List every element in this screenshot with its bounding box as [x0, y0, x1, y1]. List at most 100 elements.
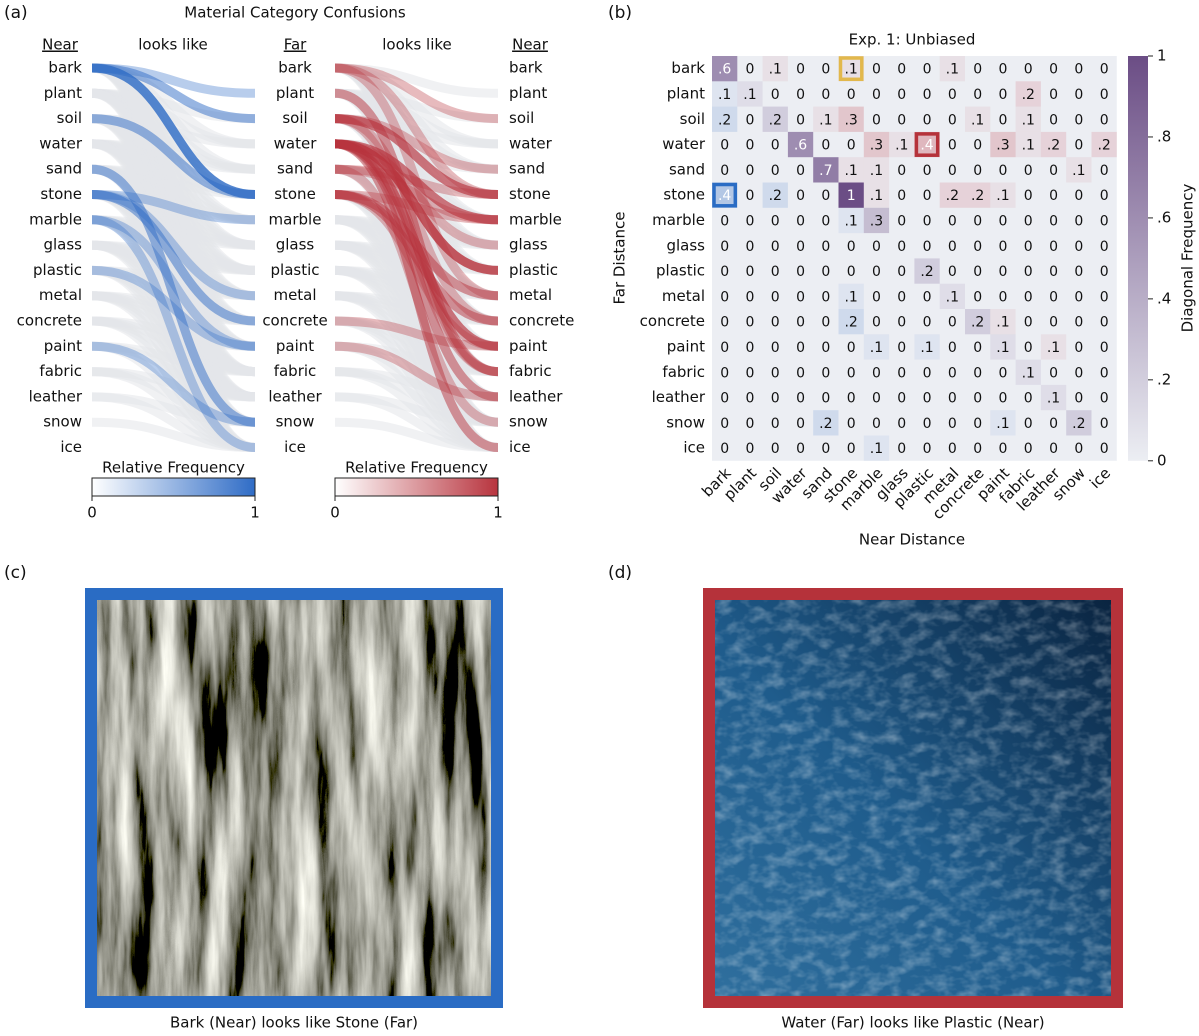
- far-label: ice: [284, 438, 306, 456]
- cell-label: 0: [1074, 188, 1083, 204]
- cell-label: 0: [1049, 289, 1058, 305]
- cell-label: 0: [847, 391, 856, 407]
- cell-label: 0: [796, 112, 805, 128]
- cell-label: 0: [771, 416, 780, 432]
- cell-label: .3: [844, 112, 857, 128]
- cell-label: .2: [769, 112, 782, 128]
- panel-label: (d): [608, 563, 632, 583]
- cell-label: 0: [720, 213, 729, 229]
- cell-label: .1: [870, 340, 883, 356]
- cell-label: .1: [870, 188, 883, 204]
- y-tick-label: plastic: [656, 262, 705, 280]
- cell-label: 0: [973, 365, 982, 381]
- cell-label: 0: [1074, 213, 1083, 229]
- cell-label: 0: [897, 239, 906, 255]
- cell-label: .3: [870, 138, 883, 154]
- tick-label: 1: [1157, 47, 1167, 65]
- tick-label: 1: [250, 504, 260, 522]
- cell-label: 0: [796, 62, 805, 78]
- cell-label: 0: [948, 315, 957, 331]
- cell-label: 0: [1024, 213, 1033, 229]
- cell-label: 1: [847, 188, 856, 204]
- cell-label: .1: [870, 163, 883, 179]
- cell-label: 0: [897, 112, 906, 128]
- near-label: bark: [48, 59, 82, 77]
- cell-label: 0: [923, 416, 932, 432]
- cell-label: 0: [897, 62, 906, 78]
- cell-label: .1: [844, 62, 857, 78]
- cell-label: 0: [923, 239, 932, 255]
- cell-label: 0: [847, 239, 856, 255]
- cell-label: .1: [743, 87, 756, 103]
- cell-label: 0: [771, 340, 780, 356]
- cell-label: 0: [1100, 289, 1109, 305]
- cell-label: 0: [1074, 138, 1083, 154]
- cell-label: 0: [948, 138, 957, 154]
- cell-label: .6: [794, 138, 807, 154]
- panel-label: (a): [4, 3, 28, 23]
- cell-label: 0: [998, 87, 1007, 103]
- cell-label: 0: [796, 365, 805, 381]
- cell-label: 0: [1100, 163, 1109, 179]
- cell-label: 0: [771, 441, 780, 457]
- cell-label: 0: [973, 441, 982, 457]
- cell-label: 0: [1074, 441, 1083, 457]
- cell-label: 0: [745, 112, 754, 128]
- cell-label: 0: [720, 365, 729, 381]
- near-label: snow: [43, 413, 82, 431]
- y-tick-label: ice: [683, 439, 705, 457]
- cell-label: 0: [998, 213, 1007, 229]
- cell-label: 0: [1049, 213, 1058, 229]
- cell-label: .1: [1022, 112, 1035, 128]
- y-tick-label: metal: [662, 287, 705, 305]
- cell-label: 0: [745, 416, 754, 432]
- cell-label: 0: [796, 264, 805, 280]
- far-label: concrete: [262, 312, 327, 330]
- cell-label: 0: [897, 416, 906, 432]
- near-label: plant: [509, 84, 547, 102]
- cell-label: 0: [923, 315, 932, 331]
- cell-label: 0: [847, 416, 856, 432]
- cell-label: .2: [946, 188, 959, 204]
- far-label: marble: [269, 210, 322, 228]
- cell-label: 0: [1100, 441, 1109, 457]
- cell-label: 0: [847, 87, 856, 103]
- cell-label: 0: [998, 289, 1007, 305]
- cell-label: 0: [1074, 87, 1083, 103]
- cell-label: 0: [796, 213, 805, 229]
- far-label: sand: [277, 160, 313, 178]
- cell-label: 0: [821, 315, 830, 331]
- cell-label: 0: [745, 264, 754, 280]
- cell-label: .1: [844, 289, 857, 305]
- cell-label: .1: [1072, 163, 1085, 179]
- cell-label: 0: [923, 112, 932, 128]
- chart-title: Exp. 1: Unbiased: [849, 31, 976, 49]
- cell-label: 0: [1049, 365, 1058, 381]
- far-label: stone: [274, 185, 316, 203]
- cell-label: 0: [923, 441, 932, 457]
- cell-label: .4: [920, 138, 933, 154]
- y-tick-label: glass: [666, 236, 705, 254]
- cell-label: 0: [1074, 340, 1083, 356]
- near-label: plastic: [509, 261, 558, 279]
- cell-label: .2: [1022, 87, 1035, 103]
- y-tick-label: fabric: [662, 363, 705, 381]
- cell-label: 0: [1100, 188, 1109, 204]
- cell-label: .1: [870, 441, 883, 457]
- cell-label: 0: [973, 264, 982, 280]
- near-label: plastic: [33, 261, 82, 279]
- cell-label: 0: [821, 213, 830, 229]
- cell-label: .1: [1047, 391, 1060, 407]
- cell-label: 0: [897, 163, 906, 179]
- far-label: plant: [276, 84, 314, 102]
- cell-label: .1: [895, 138, 908, 154]
- cell-label: 0: [1024, 441, 1033, 457]
- cell-label: 0: [1100, 62, 1109, 78]
- cell-label: .1: [996, 416, 1009, 432]
- near-label: ice: [60, 438, 82, 456]
- panel-label: (b): [608, 3, 632, 23]
- cell-label: 0: [771, 264, 780, 280]
- cell-label: 0: [973, 87, 982, 103]
- cell-label: 0: [720, 163, 729, 179]
- cell-label: 0: [1024, 391, 1033, 407]
